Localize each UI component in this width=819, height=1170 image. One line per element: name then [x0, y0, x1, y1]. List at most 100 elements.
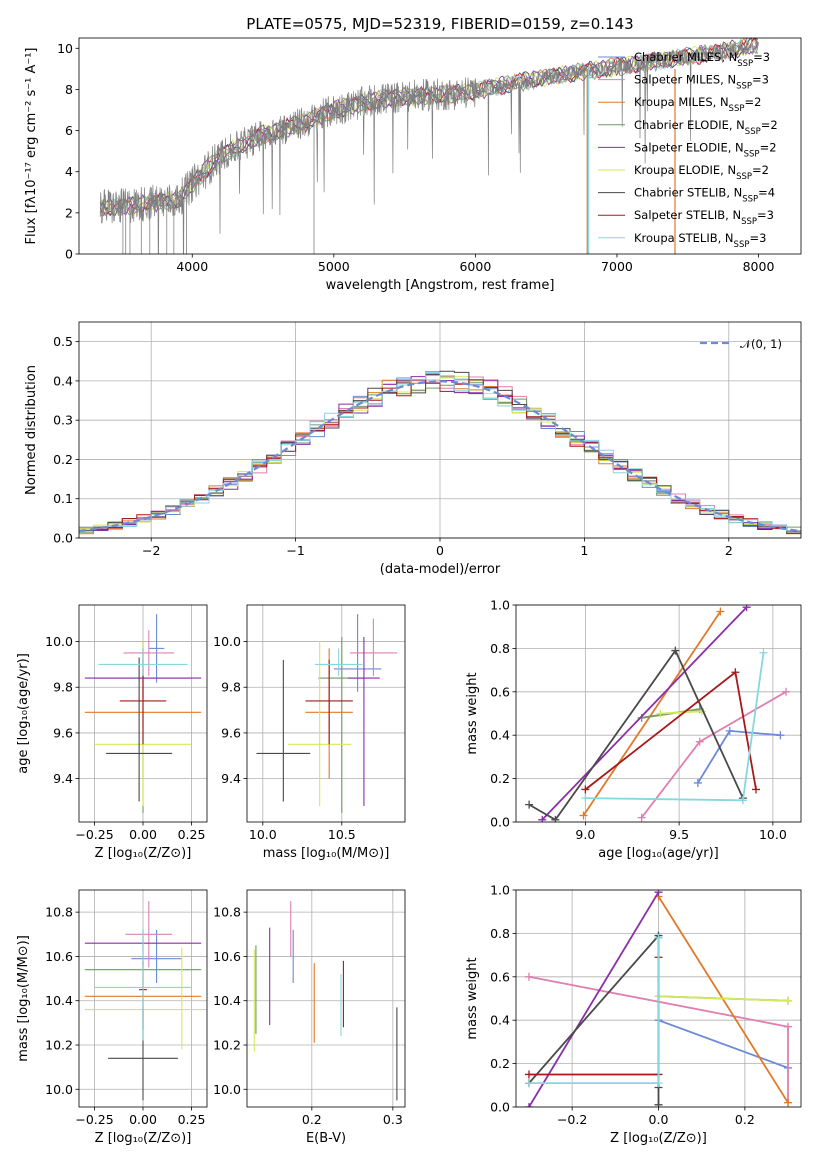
legend-sub: SSP [745, 127, 761, 137]
weight-marker [784, 1022, 793, 1031]
weight-marker [654, 933, 663, 942]
legend-entry: Salpeter STELIB, NSSP=3 [634, 208, 774, 227]
weight-marker [725, 726, 734, 735]
plot-area [84, 901, 207, 1101]
y-tick-label: 10.6 [45, 949, 73, 964]
errorbar-chabrier-miles [148, 614, 165, 683]
weight-series-chabrier-miles [693, 726, 785, 787]
model-line-kroupa-stelib [100, 38, 759, 217]
weight-marker [654, 1079, 663, 1088]
weight-line [528, 891, 660, 1107]
y-tick-label: 0.2 [490, 1056, 510, 1071]
errorbar-chabrier-stelib [256, 659, 311, 802]
x-tick-label: 5000 [318, 259, 350, 274]
x-tick-label: 2 [725, 543, 733, 558]
weight-marker [579, 811, 588, 820]
errorbar-chabrier-stelib [106, 657, 173, 802]
y-tick-label: 10.4 [45, 993, 73, 1008]
weight-series-salpeter-elodie [538, 605, 751, 822]
y-tick-label: 8 [65, 82, 73, 97]
legend-entry: Kroupa ELODIE, NSSP=2 [634, 163, 769, 182]
weight-marker [538, 815, 547, 822]
x-tick-label: −0.25 [75, 1112, 113, 1127]
weight-series-salpeter-elodie [524, 890, 663, 1107]
errorbar-salpeter-miles [125, 901, 173, 968]
errorbar-kroupa-elodie [84, 947, 207, 1050]
legend-suffix: =2 [761, 118, 778, 132]
y-tick-label: 0.0 [53, 531, 73, 546]
weight-series-salpeter-stelib [524, 953, 663, 1079]
weight-marker [637, 813, 646, 822]
x-axis-label: age [log₁₀(age/yr)] [598, 846, 719, 861]
weight-series-kroupa-stelib [524, 933, 663, 1088]
x-tick-label: 8000 [743, 259, 775, 274]
y-tick-label: 1.0 [490, 598, 510, 613]
grid [247, 890, 405, 1107]
y-tick-label: 10.0 [45, 634, 73, 649]
legend-label: Kroupa ELODIE, N [634, 163, 736, 177]
x-tick-label: 7000 [601, 259, 633, 274]
y-tick-label: 9.6 [53, 725, 73, 740]
y-tick-label: 0.6 [490, 684, 510, 699]
weight-marker [742, 605, 751, 612]
y-tick-label: 10 [57, 41, 73, 56]
errorbar-salpeter-elodie [348, 636, 380, 807]
legend-sub: SSP [742, 195, 758, 205]
legend-entry: Chabrier STELIB, NSSP=4 [634, 186, 775, 205]
x-tick-label: 0.3 [383, 1112, 403, 1127]
x-tick-label: 0.25 [178, 1112, 206, 1127]
legend-suffix: =2 [744, 95, 761, 109]
axes: 4000 5000 6000 7000 8000 0 2 4 6 8 10 wavelength [A… [24, 37, 802, 293]
y-tick-label: 2 [65, 205, 73, 220]
x-tick-label: 0 [436, 543, 444, 558]
weight-series-kroupa-miles [579, 607, 725, 820]
x-tick-label: 0.00 [129, 827, 157, 842]
axes: 10.0 10.5 9.4 9.6 9.8 10.0 mass [log₁₀(M/M⊙)] [213, 604, 406, 861]
axes: −2 −1 0 1 2 0.0 0.1 0.2 0.3 0.4 0.5 (data-model)/er… [24, 321, 802, 577]
y-tick-label: 10.2 [213, 1038, 241, 1053]
y-tick-label: 10.4 [213, 993, 241, 1008]
legend-suffix: =3 [753, 50, 770, 64]
y-tick-label: 9.4 [221, 771, 241, 786]
axes-frame [515, 604, 802, 823]
legend-entry: 𝒩(0, 1) [740, 337, 782, 351]
weight-marker [581, 794, 590, 803]
weight-marker [738, 796, 747, 805]
y-axis-label: mass weight [465, 672, 480, 754]
weight-marker [654, 890, 663, 897]
mass-vs-metallicity-panel: −0.25 0.00 0.25 10.0 10.2 10.4 10.6 10.8 Z [log₁… [16, 889, 208, 1146]
observed-spectrum [99, 38, 759, 254]
errorbar-chabrier-elodie [318, 636, 366, 813]
axes: −0.25 0.00 0.25 10.0 10.2 10.4 10.6 10.8 Z [log₁… [16, 889, 208, 1146]
weight-marker [654, 1100, 663, 1107]
weight-marker [759, 648, 768, 657]
y-axis-label: Flux [fλ10⁻¹⁷ erg cm⁻² s⁻¹ A⁻¹] [24, 48, 39, 245]
y-tick-label: 1.0 [490, 883, 510, 898]
legend-label: Salpeter STELIB, N [634, 208, 741, 222]
legend-suffix: =2 [752, 163, 769, 177]
legend-sub: SSP [734, 240, 750, 250]
y-tick-label: 9.8 [221, 680, 241, 695]
y-tick-label: 0.8 [490, 926, 510, 941]
x-tick-label: 9.5 [669, 827, 689, 842]
legend: 𝒩(0, 1) [700, 337, 782, 351]
x-axis-label: wavelength [Angstrom, rest frame] [326, 278, 555, 293]
plot-area [79, 370, 801, 538]
weight-marker [776, 731, 785, 740]
errorbar-kroupa-stelib [94, 929, 192, 1041]
weight-line [528, 648, 744, 821]
plot-area [253, 901, 398, 1101]
axes-frame [246, 604, 406, 823]
x-axis-label: Z [log₁₀(Z/Z⊙)] [95, 1131, 192, 1146]
grid [247, 605, 405, 822]
y-tick-label: 0.1 [53, 491, 73, 506]
mass-vs-ebv-panel: 0.2 0.3 10.0 10.2 10.4 10.6 10.8 E(B-V) [213, 889, 406, 1146]
spectrum-panel: 4000 5000 6000 7000 8000 0 2 4 6 8 10 wavelength [A… [24, 37, 802, 293]
weight-line [582, 610, 722, 817]
plot-area [84, 614, 202, 813]
y-axis-label: Normed distribution [24, 365, 39, 495]
weight-line [541, 606, 748, 821]
y-tick-label: 10.2 [45, 1038, 73, 1053]
legend-suffix: =4 [758, 186, 775, 200]
weight-marker [784, 996, 793, 1005]
